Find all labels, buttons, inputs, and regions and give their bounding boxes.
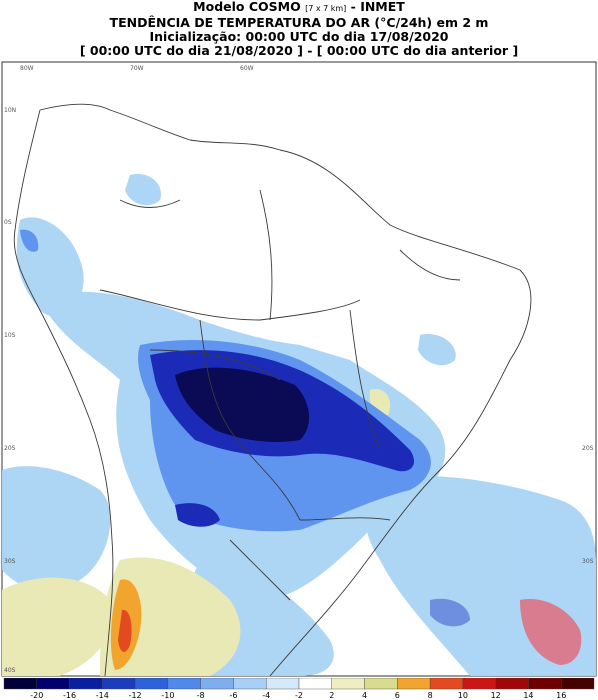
map-header: Modelo COSMO [7 x 7 km] - INMET TENDÊNCI… [0, 0, 598, 62]
legend-swatch [102, 678, 136, 690]
legend-swatch [134, 678, 169, 690]
legend-swatch [69, 678, 103, 690]
country-borders [13, 103, 532, 677]
model-name: Modelo COSMO [193, 0, 301, 14]
valid-period-line: [ 00:00 UTC do dia 21/08/2020 ] - [ 00:0… [79, 43, 519, 58]
legend-tick: -10 [161, 691, 174, 700]
legend-tick: 2 [329, 691, 334, 700]
legend-swatch [331, 678, 365, 690]
lat-label-10n: 10N [4, 107, 16, 114]
legend-swatch [528, 678, 562, 690]
model-source: - INMET [350, 0, 405, 14]
legend-tick: -4 [262, 691, 270, 700]
legend-tick: 6 [395, 691, 400, 700]
legend-swatch [36, 678, 70, 690]
lat-label-0s: 0S [4, 219, 12, 226]
legend-tick: -12 [129, 691, 142, 700]
legend-swatch [364, 678, 398, 690]
model-title: Modelo COSMO [7 x 7 km] - INMET [0, 0, 598, 16]
legend-tick: 10 [458, 691, 468, 700]
legend-tick: -8 [197, 691, 205, 700]
color-legend: -20 -16 -14 -12 -10 -8 -6 -4 -2 2 4 6 8 10 12 14 16 [3, 678, 595, 700]
lat-label-right-30s: 30S [582, 558, 594, 565]
legend-tick: 14 [523, 691, 533, 700]
lat-label-40s: 40S [4, 667, 16, 674]
legend-swatch [200, 678, 234, 690]
anomaly-darkest-core [175, 367, 310, 442]
lon-label-60w: 60W [240, 65, 254, 72]
lat-label-10s: 10S [4, 332, 16, 339]
legend-tick: -20 [30, 691, 43, 700]
left-latitude-labels: 10N 0S 10S 20S 30S 40S [4, 107, 16, 674]
legend-tick: -2 [295, 691, 303, 700]
legend-tick: 12 [491, 691, 501, 700]
lon-label-80w: 80W [20, 65, 34, 72]
anomaly-ocean-warm [520, 599, 582, 665]
lon-label-70w: 70W [130, 65, 144, 72]
legend-swatch [429, 678, 464, 690]
top-longitude-labels: 80W 70W 60W [20, 65, 254, 72]
legend-tick-labels: -20 -16 -14 -12 -10 -8 -6 -4 -2 2 4 6 8 10 12 14 16 [30, 691, 566, 700]
legend-tick: -16 [63, 691, 76, 700]
legend-tick: 8 [428, 691, 433, 700]
legend-swatch [397, 678, 431, 690]
legend-swatch [266, 678, 300, 690]
right-latitude-labels: 20S 30S [582, 445, 594, 565]
lat-label-20s: 20S [4, 445, 16, 452]
legend-swatch [495, 678, 529, 690]
legend-tick: -14 [96, 691, 109, 700]
legend-swatch [561, 678, 595, 690]
anomaly-warm-andes [110, 579, 142, 670]
legend-color-boxes [3, 678, 595, 690]
variable-title: TENDÊNCIA DE TEMPERATURA DO AR (°C/24h) … [109, 15, 489, 30]
lat-label-30s: 30S [4, 558, 16, 565]
lat-label-right-20s: 20S [582, 445, 594, 452]
legend-tick: 4 [362, 691, 367, 700]
legend-swatch [462, 678, 496, 690]
anomaly-ocean-blue [430, 598, 470, 627]
legend-tick: 16 [556, 691, 566, 700]
legend-swatch [3, 678, 37, 690]
initialization-line: Inicialização: 00:00 UTC do dia 17/08/20… [149, 29, 449, 44]
legend-tick: -6 [229, 691, 237, 700]
legend-swatch [233, 678, 267, 690]
legend-swatch [298, 678, 332, 690]
legend-swatch [167, 678, 201, 690]
model-resolution: [7 x 7 km] [305, 4, 347, 13]
